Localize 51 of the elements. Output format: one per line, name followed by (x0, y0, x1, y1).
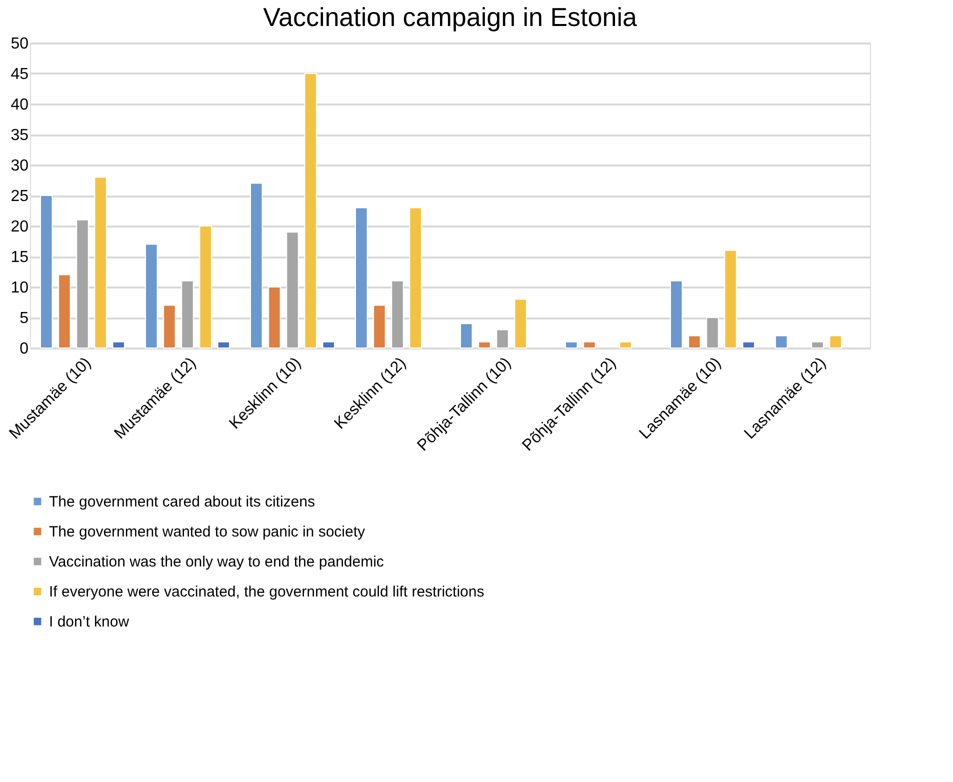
chart-title: Vaccination campaign in Estonia (263, 2, 638, 32)
bar (76, 219, 89, 348)
bar (409, 207, 422, 348)
legend-label: I don’t know (49, 614, 130, 630)
y-tick-label: 35 (10, 127, 29, 144)
y-tick-label: 0 (20, 340, 29, 358)
bar (391, 280, 404, 348)
bar (181, 280, 194, 348)
bar (775, 335, 788, 348)
bar (373, 304, 386, 348)
bar (145, 244, 158, 348)
bar (163, 304, 176, 348)
bar (583, 341, 596, 348)
y-tick-label: 15 (10, 249, 29, 266)
bar (688, 335, 701, 348)
bar (250, 182, 263, 348)
y-tick-label: 45 (10, 66, 29, 83)
y-tick-label: 10 (10, 280, 29, 296)
bar (514, 298, 527, 348)
bar (478, 341, 491, 348)
bar (322, 341, 335, 348)
bar (355, 207, 368, 348)
bar (811, 341, 824, 348)
bar (565, 341, 578, 348)
bar (217, 341, 230, 348)
legend-label: If everyone were vaccinated, the government could lift restrictions (49, 584, 484, 600)
bar (670, 280, 683, 348)
bar (706, 317, 719, 348)
y-tick-label: 25 (10, 188, 29, 205)
bar (199, 226, 212, 348)
bar (40, 195, 53, 348)
bar (94, 176, 107, 348)
bar (724, 250, 737, 348)
y-tick-label: 20 (10, 218, 29, 236)
bar (112, 341, 125, 348)
y-tick-label: 30 (10, 158, 29, 174)
bar (286, 232, 299, 348)
bar (58, 274, 71, 348)
y-tick-label: 40 (10, 96, 29, 114)
legend-label: The government wanted to sow panic in society (49, 524, 366, 540)
bar (619, 341, 632, 348)
legend-label: Vaccination was the only way to end the pandemic (49, 554, 384, 570)
bar (304, 73, 317, 348)
bar (829, 335, 842, 348)
bar (268, 286, 281, 348)
y-tick-label: 50 (10, 36, 29, 52)
bar (496, 329, 509, 348)
bar (460, 323, 473, 348)
legend-label: The government cared about its citizens (49, 494, 315, 510)
bar (742, 341, 755, 348)
y-tick-label: 5 (20, 310, 29, 327)
